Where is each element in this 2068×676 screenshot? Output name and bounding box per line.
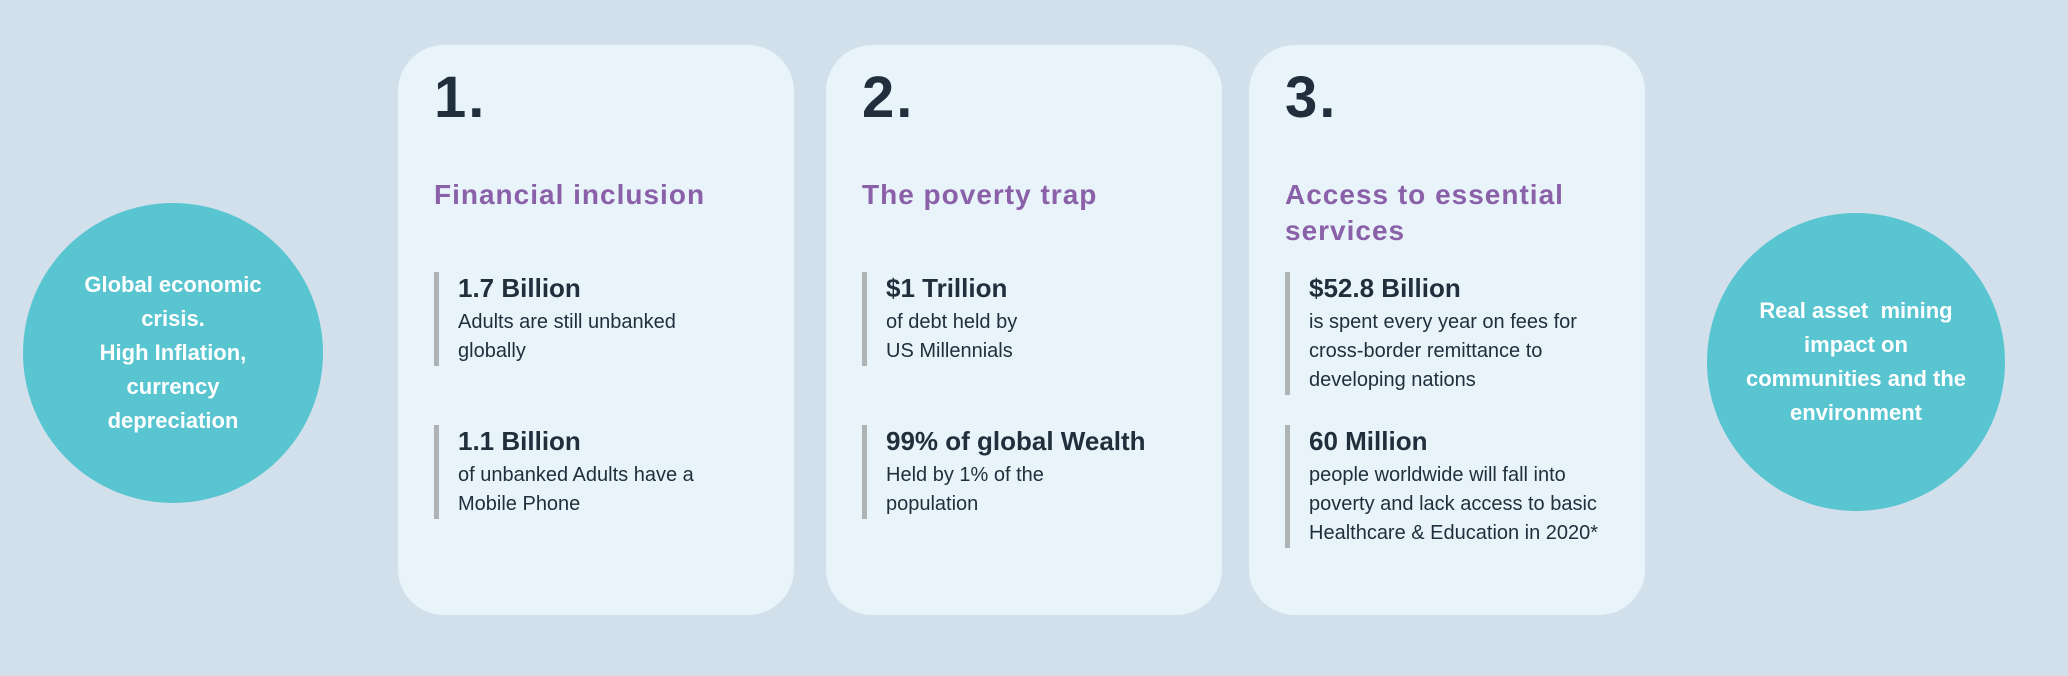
card-financial-inclusion: 1. Financial inclusion 1.7 Billion Adult… — [398, 45, 794, 615]
stat-block: 60 Million people worldwide will fall in… — [1285, 425, 1619, 578]
stat-block: 1.1 Billion of unbanked Adults have a Mo… — [434, 425, 768, 578]
stat-block: 1.7 Billion Adults are still unbanked gl… — [434, 272, 768, 425]
stat-value: $1 Trillion — [886, 273, 1008, 303]
card-title: Financial inclusion — [434, 179, 706, 210]
stat-value: 1.1 Billion — [458, 426, 581, 456]
card-access-essential-services: 3. Access to essential services $52.8 Bi… — [1249, 45, 1645, 615]
stat-description: Held by 1% of the population — [886, 463, 1044, 515]
stat-inner: $52.8 Billion is spent every year on fee… — [1285, 272, 1577, 395]
stat-value: $52.8 Billion — [1309, 273, 1461, 303]
stat-block: 99% of global Wealth Held by 1% of the p… — [862, 425, 1196, 578]
stat-value: 1.7 Billion — [458, 273, 581, 303]
stat-block: $52.8 Billion is spent every year on fee… — [1285, 272, 1619, 425]
card-title: The poverty trap — [862, 179, 1098, 210]
stat-block: $1 Trillion of debt held by US Millennia… — [862, 272, 1196, 425]
stat-inner: 60 Million people worldwide will fall in… — [1285, 425, 1598, 548]
stat-description: of unbanked Adults have a Mobile Phone — [458, 463, 694, 515]
stat-description: Adults are still unbanked globally — [458, 310, 676, 362]
stat-inner: 1.7 Billion Adults are still unbanked gl… — [434, 272, 676, 366]
stat-inner: $1 Trillion of debt held by US Millennia… — [862, 272, 1017, 366]
card-number: 2. — [862, 65, 915, 130]
right-bubble-text: Real asset mining impact on communities … — [1745, 297, 1967, 426]
card-poverty-trap: 2. The poverty trap $1 Trillion of debt … — [826, 45, 1222, 615]
stat-description: people worldwide will fall into poverty … — [1309, 463, 1599, 544]
left-bubble: Global economic crisis. High Inflation, … — [23, 203, 323, 503]
stat-inner: 99% of global Wealth Held by 1% of the p… — [862, 425, 1146, 519]
stat-value: 99% of global Wealth — [886, 426, 1146, 456]
card-number: 3. — [1285, 65, 1338, 130]
right-bubble: Real asset mining impact on communities … — [1707, 213, 2005, 511]
stat-value: 60 Million — [1309, 426, 1428, 456]
stat-inner: 1.1 Billion of unbanked Adults have a Mo… — [434, 425, 694, 519]
stat-description: is spent every year on fees for cross-bo… — [1309, 310, 1577, 391]
card-number: 1. — [434, 65, 487, 130]
stat-description: of debt held by US Millennials — [886, 310, 1018, 362]
left-bubble-text: Global economic crisis. High Inflation, … — [84, 271, 262, 434]
card-title: Access to essential services — [1285, 179, 1564, 247]
